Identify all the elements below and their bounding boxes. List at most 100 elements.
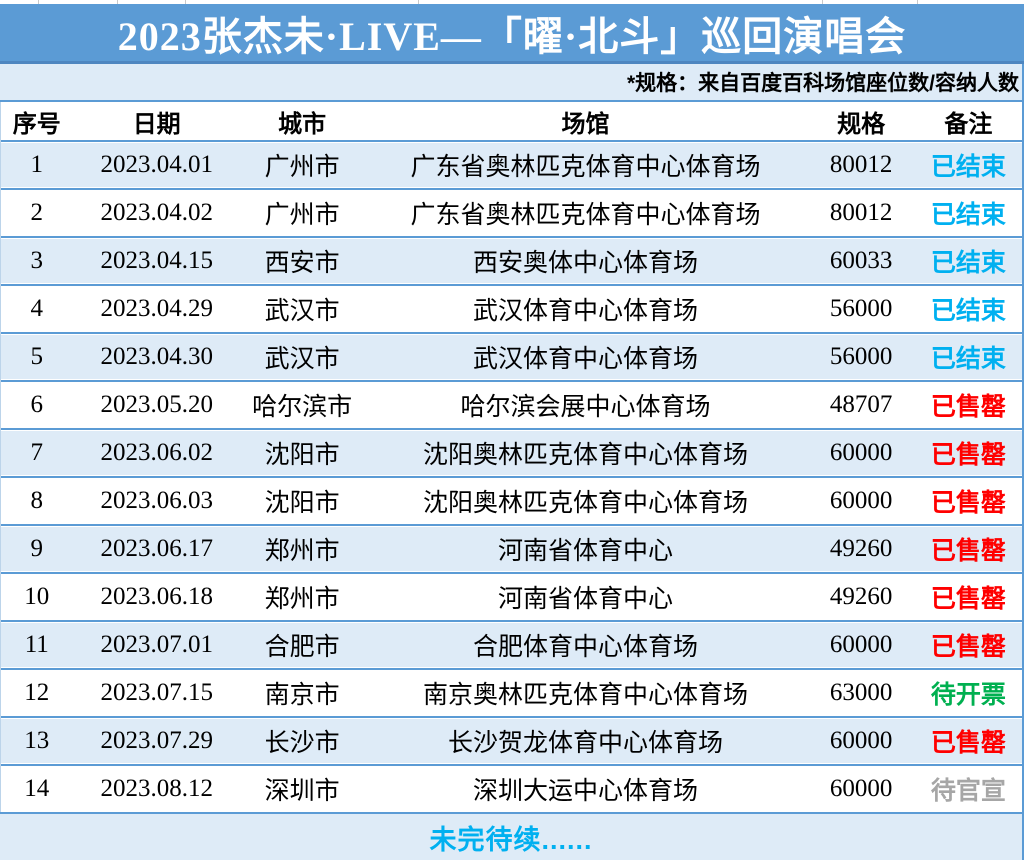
cell-venue: 沈阳奥林匹克体育中心体育场: [422, 489, 748, 517]
cell-date: 2023.04.02: [100, 199, 213, 226]
cell-date: 2023.06.17: [100, 535, 213, 562]
cell-venue: 哈尔滨会展中心体育场: [460, 393, 711, 421]
cell-seq: 14: [24, 775, 50, 802]
cell-seq: 12: [24, 679, 50, 706]
table-row: 9 2023.06.17 郑州市 河南省体育中心 49260 已售罄: [1, 526, 1022, 572]
header-capacity: 规格: [837, 110, 886, 138]
table-row: 13 2023.07.29 长沙市 长沙贺龙体育中心体育场 60000 已售罄: [1, 718, 1022, 764]
status-badge: 待开票: [930, 681, 1006, 709]
table-row: 5 2023.04.30 武汉市 武汉体育中心体育场 56000 已结束: [1, 334, 1022, 380]
status-badge: 已结束: [930, 153, 1006, 181]
header-remark: 备注: [944, 110, 993, 138]
cell-capacity: 56000: [829, 295, 893, 322]
footer-band: 未完待续......: [0, 812, 1024, 860]
cell-capacity: 80012: [829, 199, 893, 226]
cell-seq: 13: [24, 727, 50, 754]
cell-city: 西安市: [264, 249, 340, 277]
column-gridline: [117, 0, 118, 4]
to-be-continued-text: 未完待续......: [429, 824, 593, 855]
table-row: 14 2023.08.12 深圳市 深圳大运中心体育场 60000 待官宣: [1, 766, 1022, 812]
cell-seq: 5: [30, 343, 43, 370]
table-row: 10 2023.06.18 郑州市 河南省体育中心 49260 已售罄: [1, 574, 1022, 620]
status-badge: 已售罄: [930, 393, 1006, 421]
status-badge: 已结束: [930, 297, 1006, 325]
cell-date: 2023.07.15: [100, 679, 213, 706]
column-gridline: [917, 0, 918, 4]
table-row: 12 2023.07.15 南京市 南京奥林匹克体育中心体育场 63000 待开…: [1, 670, 1022, 716]
table-row: 2 2023.04.02 广州市 广东省奥林匹克体育中心体育场 80012 已结…: [1, 190, 1022, 236]
cell-city: 沈阳市: [264, 441, 340, 469]
cell-capacity: 60033: [829, 247, 893, 274]
cell-venue: 深圳大运中心体育场: [472, 777, 698, 805]
status-badge: 已售罄: [930, 441, 1006, 469]
cell-date: 2023.07.29: [100, 727, 213, 754]
status-badge: 已结束: [930, 201, 1006, 229]
cell-capacity: 63000: [829, 679, 893, 706]
table-row: 8 2023.06.03 沈阳市 沈阳奥林匹克体育中心体育场 60000 已售罄: [1, 478, 1022, 524]
cell-venue: 武汉体育中心体育场: [472, 297, 698, 325]
column-gridline: [38, 0, 39, 4]
cell-capacity: 60000: [829, 775, 893, 802]
cell-date: 2023.04.01: [100, 151, 213, 178]
cell-city: 郑州市: [264, 585, 340, 613]
page-title: 2023张杰未·LIVE—「曜·北斗」巡回演唱会: [117, 13, 907, 59]
cell-seq: 4: [30, 295, 43, 322]
cell-seq: 8: [30, 487, 43, 514]
column-gridline: [418, 0, 419, 4]
cell-seq: 3: [30, 247, 43, 274]
cell-capacity: 49260: [829, 535, 893, 562]
cell-date: 2023.07.01: [100, 631, 213, 658]
cell-capacity: 49260: [829, 583, 893, 610]
cell-capacity: 60000: [829, 727, 893, 754]
header-date: 日期: [132, 110, 181, 138]
cell-seq: 6: [30, 391, 43, 418]
status-badge: 已结束: [930, 345, 1006, 373]
cell-city: 郑州市: [264, 537, 340, 565]
header-venue: 场馆: [561, 110, 610, 138]
cell-city: 沈阳市: [264, 489, 340, 517]
table-row: 4 2023.04.29 武汉市 武汉体育中心体育场 56000 已结束: [1, 286, 1022, 332]
header-city: 城市: [278, 110, 327, 138]
table-row: 6 2023.05.20 哈尔滨市 哈尔滨会展中心体育场 48707 已售罄: [1, 382, 1022, 428]
column-gridline: [822, 0, 823, 4]
table-row: 3 2023.04.15 西安市 西安奥体中心体育场 60033 已结束: [1, 238, 1022, 284]
cell-capacity: 80012: [829, 151, 893, 178]
cell-date: 2023.04.30: [100, 343, 213, 370]
cell-seq: 10: [24, 583, 50, 610]
status-badge: 已售罄: [930, 633, 1006, 661]
status-badge: 已售罄: [930, 585, 1006, 613]
cell-city: 合肥市: [264, 633, 340, 661]
cell-city: 长沙市: [264, 729, 340, 757]
cell-venue: 沈阳奥林匹克体育中心体育场: [422, 441, 748, 469]
header-seq: 序号: [12, 110, 61, 138]
cell-venue: 南京奥林匹克体育中心体育场: [422, 681, 748, 709]
cell-date: 2023.04.15: [100, 247, 213, 274]
cell-seq: 1: [30, 151, 43, 178]
status-badge: 已售罄: [930, 537, 1006, 565]
cell-seq: 2: [30, 199, 43, 226]
cell-capacity: 56000: [829, 343, 893, 370]
cell-venue: 河南省体育中心: [497, 585, 673, 613]
cell-city: 广州市: [264, 153, 340, 181]
status-badge: 已售罄: [930, 729, 1006, 757]
cell-venue: 西安奥体中心体育场: [472, 249, 698, 277]
tour-table: 序号 日期 城市 场馆 规格 备注 1 2023.04.01 广州市 广东省奥林…: [0, 102, 1024, 812]
cell-capacity: 48707: [829, 391, 893, 418]
cell-city: 哈尔滨市: [252, 393, 353, 421]
title-bar: 2023张杰未·LIVE—「曜·北斗」巡回演唱会: [0, 4, 1024, 64]
table-row: 1 2023.04.01 广州市 广东省奥林匹克体育中心体育场 80012 已结…: [1, 142, 1022, 188]
table-header-row: 序号 日期 城市 场馆 规格 备注: [1, 102, 1022, 140]
cell-date: 2023.05.20: [100, 391, 213, 418]
table-row: 7 2023.06.02 沈阳市 沈阳奥林匹克体育中心体育场 60000 已售罄: [1, 430, 1022, 476]
cell-capacity: 60000: [829, 487, 893, 514]
cell-venue: 武汉体育中心体育场: [472, 345, 698, 373]
cell-venue: 合肥体育中心体育场: [472, 633, 698, 661]
status-badge: 待官宣: [930, 777, 1006, 805]
cell-date: 2023.08.12: [100, 775, 213, 802]
cell-venue: 广东省奥林匹克体育中心体育场: [410, 201, 761, 229]
cell-seq: 7: [30, 439, 43, 466]
status-badge: 已售罄: [930, 489, 1006, 517]
cell-seq: 9: [30, 535, 43, 562]
cell-city: 南京市: [264, 681, 340, 709]
